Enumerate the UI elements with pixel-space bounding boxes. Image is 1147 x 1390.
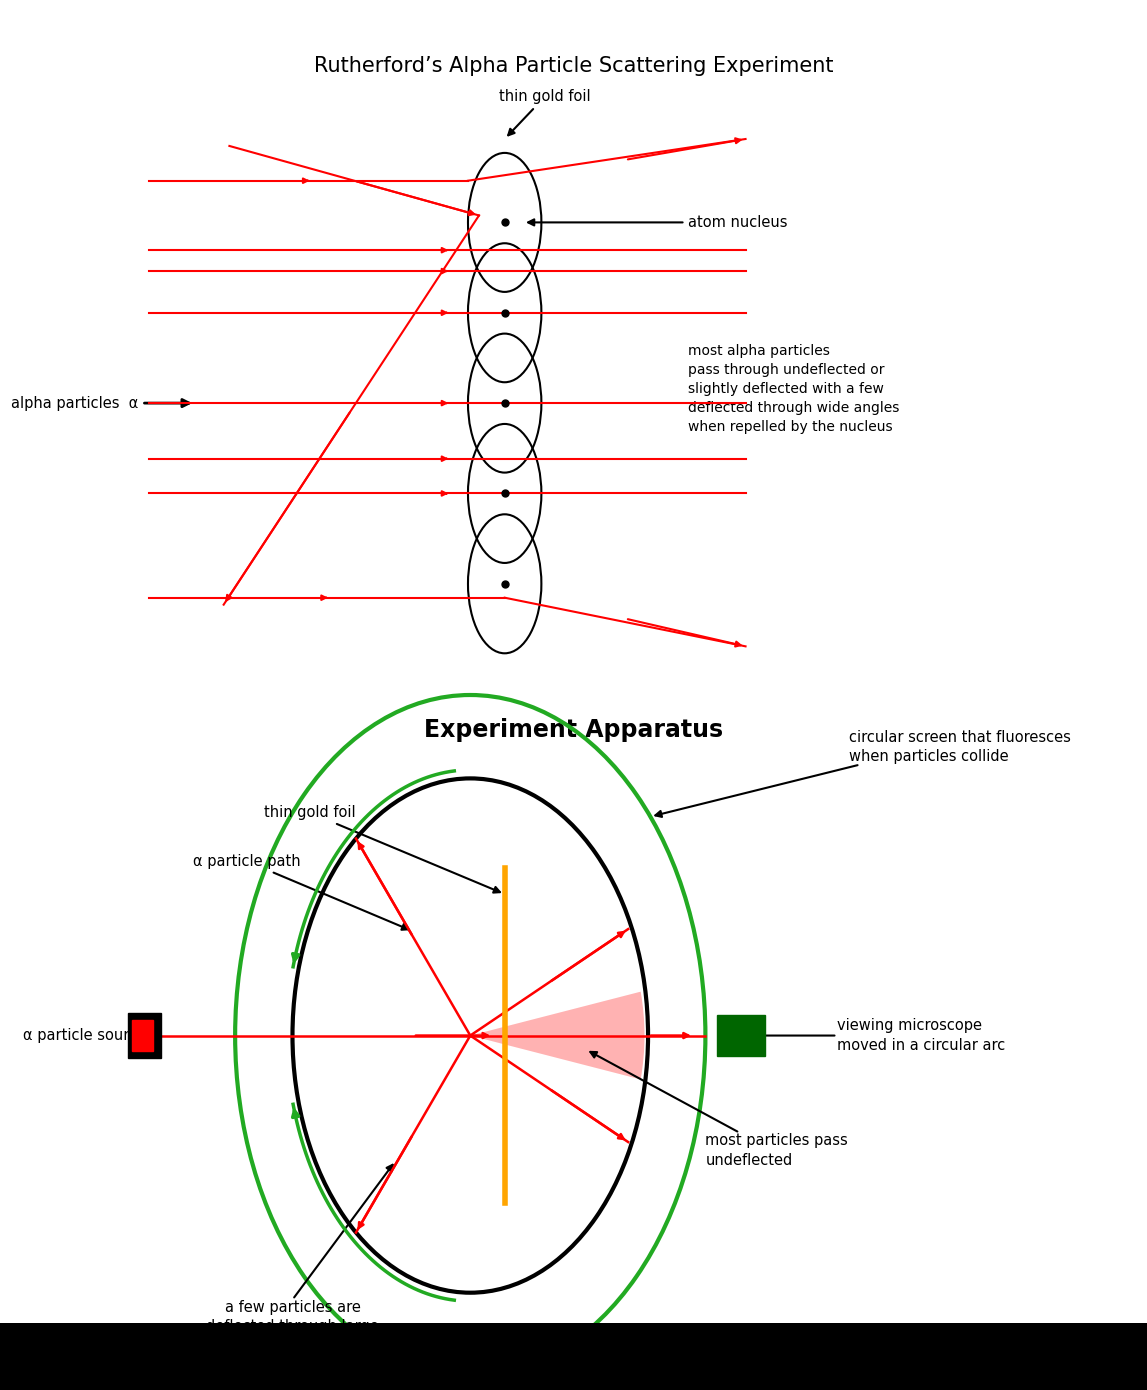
- Bar: [128, 1013, 161, 1058]
- Bar: [0, 1323, 1147, 1390]
- Text: Image ID: KW0FY4
www.alamy.com: Image ID: KW0FY4 www.alamy.com: [1017, 1346, 1113, 1368]
- Text: atom nucleus: atom nucleus: [528, 215, 788, 229]
- Text: alpha particles  α: alpha particles α: [11, 396, 189, 410]
- Text: Experiment Apparatus: Experiment Apparatus: [424, 717, 723, 742]
- Text: α particle source: α particle source: [23, 1029, 153, 1042]
- Text: α particle path: α particle path: [193, 853, 408, 930]
- Text: most alpha particles
pass through undeflected or
slightly deflected with a few
d: most alpha particles pass through undefl…: [688, 345, 899, 434]
- Text: thin gold foil: thin gold foil: [499, 89, 591, 135]
- Text: thin gold foil: thin gold foil: [264, 805, 500, 892]
- Text: alamy: alamy: [40, 1347, 110, 1366]
- Wedge shape: [470, 991, 645, 1080]
- Bar: [132, 1020, 153, 1051]
- Text: most particles pass
undeflected: most particles pass undeflected: [705, 1133, 848, 1168]
- Text: viewing microscope
moved in a circular arc: viewing microscope moved in a circular a…: [837, 1017, 1006, 1054]
- Bar: [717, 1015, 765, 1056]
- Text: Rutherford’s Alpha Particle Scattering Experiment: Rutherford’s Alpha Particle Scattering E…: [314, 56, 833, 75]
- Text: circular screen that fluoresces
when particles collide: circular screen that fluoresces when par…: [849, 730, 1070, 764]
- Text: a few particles are
deflected through large
angles: a few particles are deflected through la…: [206, 1300, 379, 1354]
